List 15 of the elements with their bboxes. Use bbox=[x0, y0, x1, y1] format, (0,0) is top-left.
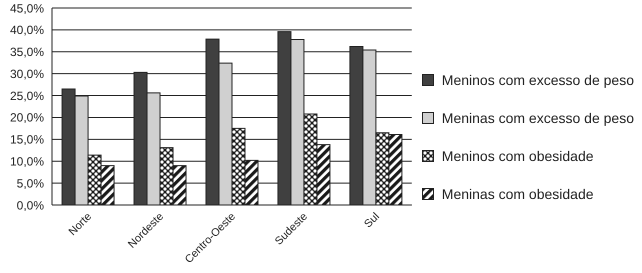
y-tick-label: 40,0% bbox=[10, 23, 44, 38]
y-tick-label: 15,0% bbox=[10, 132, 44, 147]
legend-label: Meninos com excesso de peso bbox=[442, 72, 634, 88]
legend-label: Meninas com excesso de peso bbox=[442, 110, 634, 126]
legend-label: Meninas com obesidade bbox=[442, 186, 594, 202]
x-tick-label: Sul bbox=[362, 210, 382, 230]
y-tick-label: 0,0% bbox=[16, 198, 44, 212]
y-tick-label: 45,0% bbox=[10, 1, 44, 16]
y-tick-label: 25,0% bbox=[10, 88, 44, 103]
legend-label: Meninos com obesidade bbox=[442, 148, 594, 164]
y-tick-label: 20,0% bbox=[10, 110, 44, 125]
y-tick-label: 10,0% bbox=[10, 154, 44, 168]
y-tick-label: 5,0% bbox=[16, 176, 44, 190]
y-tick-label: 35,0% bbox=[10, 45, 44, 60]
y-tick-label: 30,0% bbox=[10, 66, 44, 81]
